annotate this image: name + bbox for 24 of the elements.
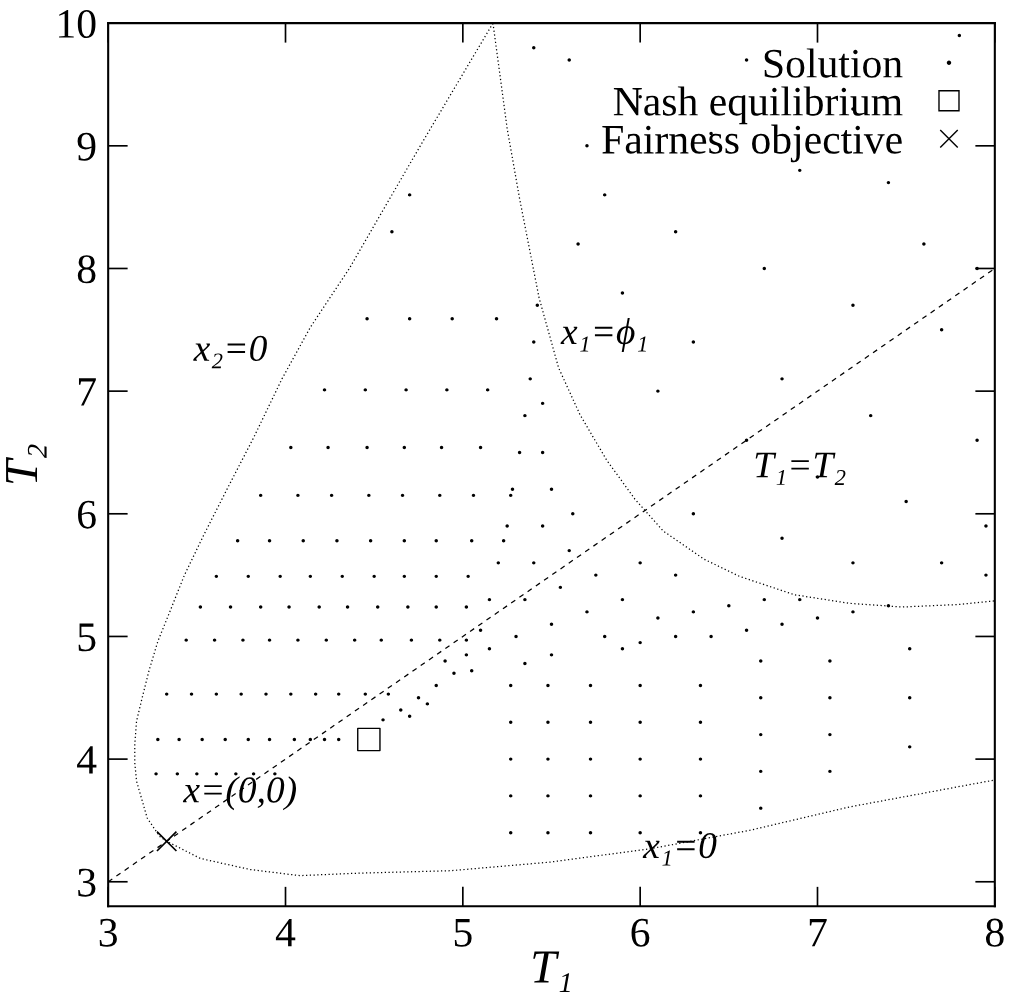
legend-label: Nash equilibrium — [613, 86, 903, 125]
y-tick-label: 10 — [59, 9, 96, 39]
x-tick-label: 5 — [454, 919, 472, 947]
legend-label: Solution — [764, 48, 903, 78]
y-tick-label: 8 — [77, 255, 96, 284]
x-tick-label: 4 — [275, 918, 296, 947]
annotation: x=(0,0) — [182, 776, 297, 811]
x-tick-label: 6 — [631, 918, 650, 947]
y-tick-label: 3 — [78, 868, 96, 897]
y-tick-label: 7 — [78, 378, 96, 406]
x-axis-title: T₁ — [533, 951, 570, 992]
annotation: x₂=0 — [193, 335, 267, 369]
y-tick-label: 4 — [77, 746, 97, 774]
y-tick-label: 9 — [77, 132, 96, 161]
y-tick-label: 6 — [78, 500, 96, 529]
legend-label: Fairness objective — [602, 124, 902, 163]
x-tick-label: 8 — [986, 918, 1004, 947]
annotation: x₁=0 — [642, 832, 717, 866]
x-tick-label: 3 — [99, 918, 117, 947]
y-tick-label: 5 — [78, 623, 96, 652]
x-tick-label: 7 — [809, 919, 827, 947]
annotation: x₁=ϕ₁ — [560, 317, 646, 352]
annotation: T₁=T₂ — [755, 452, 846, 485]
y-axis-title: T₂ — [6, 444, 47, 483]
